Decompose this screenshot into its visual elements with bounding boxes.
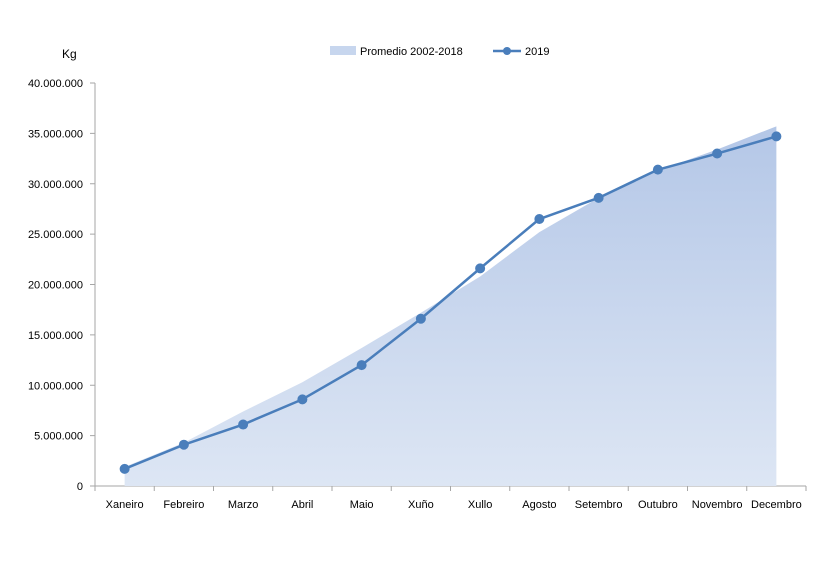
x-tick-label: Agosto (522, 499, 556, 511)
legend-swatch-promedio (330, 46, 356, 55)
x-tick-label: Xaneiro (106, 499, 144, 511)
data-point-2019 (534, 214, 545, 225)
y-tick-label: 35.000.000 (28, 128, 83, 140)
data-point-2019 (712, 148, 723, 159)
y-axis-title: Kg (62, 47, 77, 61)
legend-label-promedio: Promedio 2002-2018 (360, 46, 463, 58)
y-tick-label: 0 (77, 481, 83, 493)
data-point-2019 (771, 131, 782, 142)
legend-label-2019: 2019 (525, 46, 549, 58)
x-tick-label: Maio (350, 499, 374, 511)
x-tick-label: Xullo (468, 499, 492, 511)
x-tick-label: Xuño (408, 499, 434, 511)
y-tick-label: 20.000.000 (28, 280, 83, 292)
y-tick-label: 30.000.000 (28, 179, 83, 191)
x-tick-label: Outubro (638, 499, 678, 511)
data-point-2019 (178, 439, 189, 450)
x-tick-label: Febreiro (163, 499, 204, 511)
data-point-2019 (593, 192, 604, 203)
series-layer (119, 126, 782, 486)
data-point-2019 (652, 164, 663, 175)
data-point-2019 (356, 360, 367, 371)
x-tick-label: Abril (291, 499, 313, 511)
data-point-2019 (475, 263, 486, 274)
data-point-2019 (238, 419, 249, 430)
x-tick-label: Novembro (692, 499, 743, 511)
tick-labels: 0 5.000.000 10.000.000 15.000.000 20.000.000… (28, 78, 802, 511)
legend: Promedio 2002-2018 2019 (330, 46, 549, 58)
y-tick-label: 10.000.000 (28, 380, 83, 392)
x-tick-label: Decembro (751, 499, 802, 511)
x-tick-label: Marzo (228, 499, 259, 511)
data-point-2019 (415, 313, 426, 324)
data-point-2019 (119, 463, 130, 474)
x-tick-label: Setembro (575, 499, 623, 511)
data-point-2019 (297, 394, 308, 405)
y-tick-label: 5.000.000 (34, 431, 83, 443)
line-series-2019 (124, 135, 777, 471)
y-tick-label: 25.000.000 (28, 229, 83, 241)
y-tick-label: 15.000.000 (28, 330, 83, 342)
area-series-promedio (124, 126, 777, 486)
y-tick-label: 40.000.000 (28, 78, 83, 90)
legend-marker-2019 (503, 47, 511, 55)
